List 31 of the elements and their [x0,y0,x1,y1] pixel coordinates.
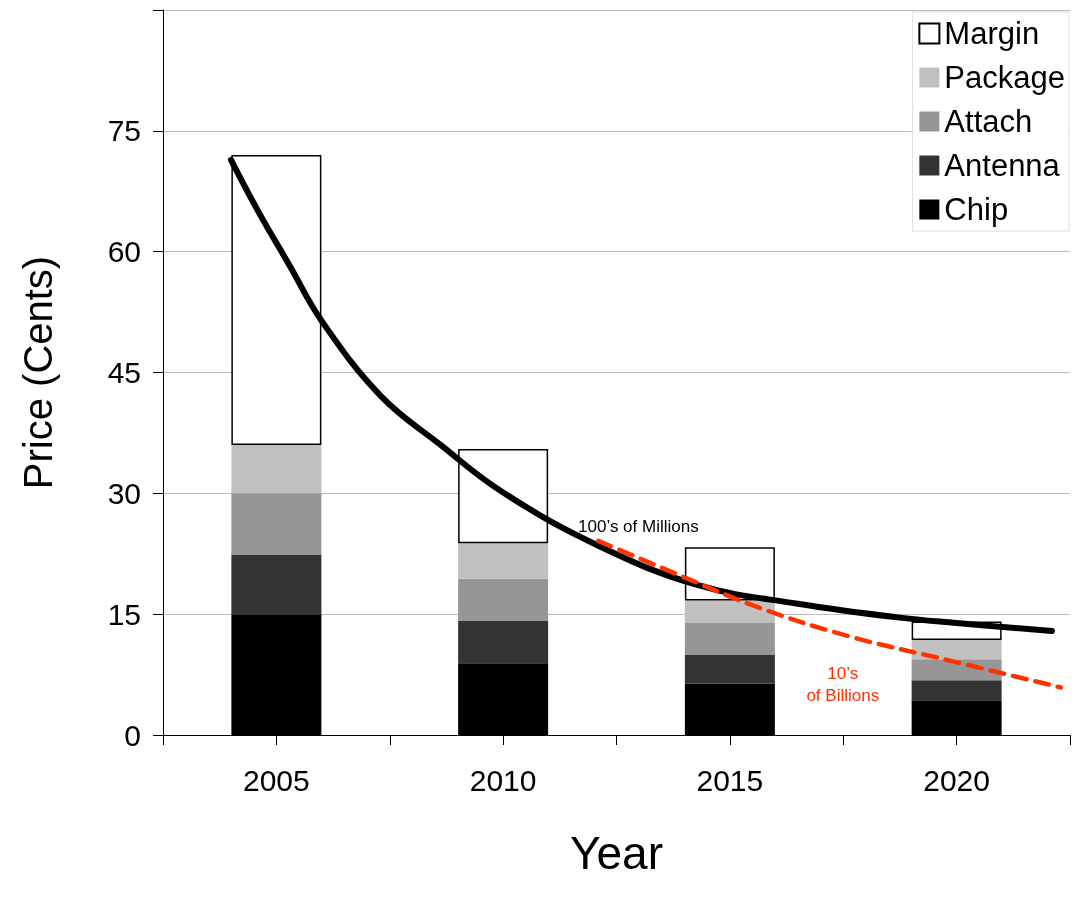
x-tick-label: 2020 [923,763,990,797]
bar [458,449,549,544]
bar [911,680,1002,701]
bar [231,493,322,555]
bar [911,639,1002,660]
line-series [596,538,1064,690]
y-tick-label: 30 [107,476,141,510]
legend-label: Attach [944,104,1033,139]
bar [231,445,322,494]
x-tick-label: 2010 [469,763,537,797]
x-axis-title: Year [570,827,663,879]
y-axis-title: Price (Cents) [16,255,60,490]
bar [458,620,549,664]
legend-label: Package [944,60,1065,95]
legend-label: Antenna [944,148,1061,183]
bar [684,654,775,684]
y-tick-label: 75 [107,114,141,148]
y-tick-label: 60 [107,235,141,269]
y-tick-label: 0 [124,718,141,752]
series-label: 10’s of Billions [806,664,880,706]
bar [684,623,775,655]
bar [458,578,549,621]
y-tick-label: 45 [107,356,141,389]
legend-label: Chip [944,192,1009,227]
bar [458,543,549,579]
bar [231,554,322,615]
x-tick-label: 2015 [696,763,764,797]
x-tick-label: 2005 [243,763,310,797]
legend-label: Margin [944,16,1040,51]
series-label: 100’s of Millions [578,516,699,536]
y-tick-label: 15 [107,597,141,631]
